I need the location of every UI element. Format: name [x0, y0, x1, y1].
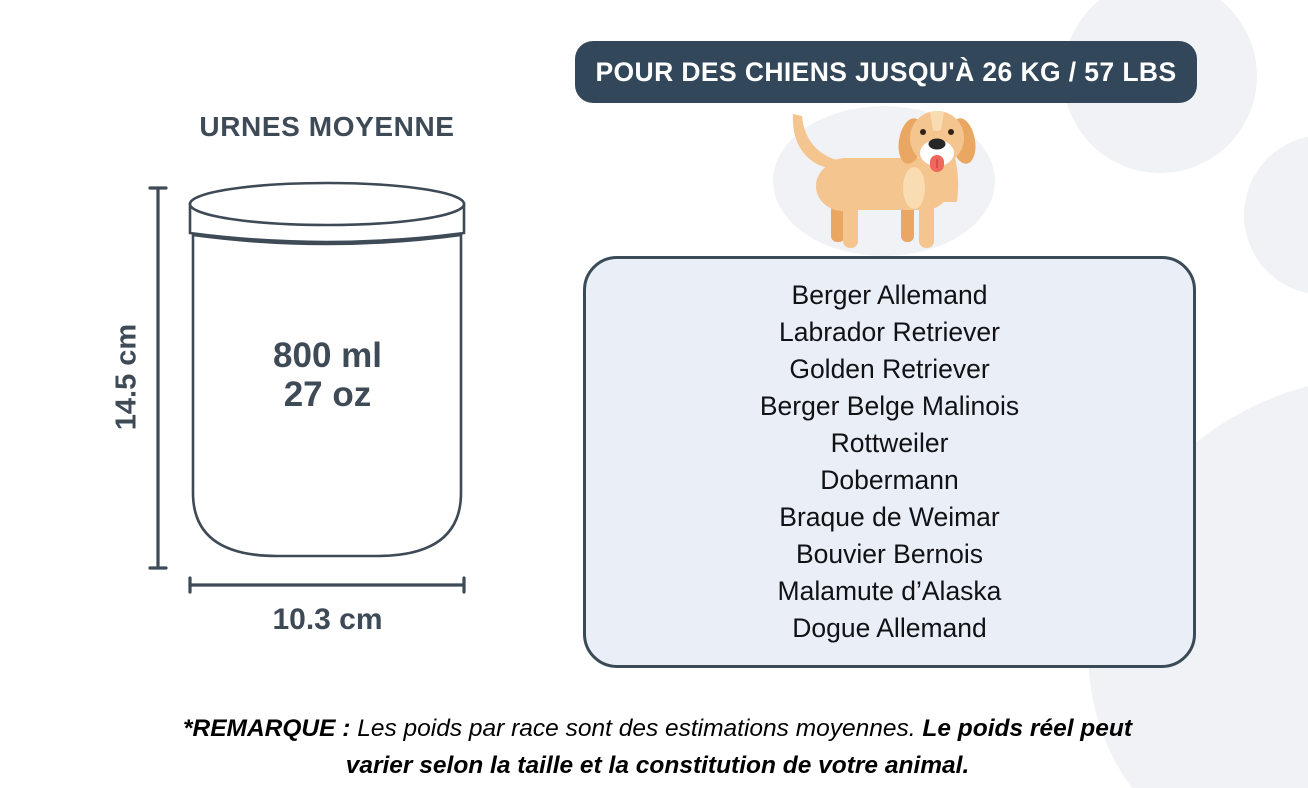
- breed-list-item: Dobermann: [820, 465, 959, 495]
- urn-lid-top: [188, 181, 466, 227]
- breed-list-box: Berger Allemand Labrador Retriever Golde…: [583, 256, 1196, 668]
- breed-list-item: Bouvier Bernois: [795, 539, 984, 569]
- urn-body: [191, 233, 463, 558]
- breed-list-item: Braque de Weimar: [779, 502, 1000, 532]
- disclaimer-emphasis: Le poids réel peut varier selon la taill…: [345, 714, 1133, 779]
- breed-list-item: Golden Retriever: [789, 354, 990, 384]
- height-measure-line: [148, 186, 168, 570]
- urn-diagram-icon: [148, 181, 466, 594]
- breed-list-item: Dogue Allemand: [792, 613, 987, 643]
- urn-capacity-label: 800 ml 27 oz: [190, 336, 465, 414]
- golden-retriever-icon: [792, 111, 976, 248]
- urn-height-label: 14.5 cm: [110, 323, 143, 431]
- urn-capacity-ml: 800 ml: [273, 336, 382, 375]
- urn-size-title: URNES MOYENNE: [199, 111, 455, 142]
- breed-list-item: Malamute d’Alaska: [777, 576, 1002, 606]
- breed-list-item: Rottweiler: [830, 428, 949, 458]
- breed-list-item: Berger Belge Malinois: [759, 391, 1020, 421]
- urn-capacity-oz: 27 oz: [283, 375, 372, 414]
- disclaimer-note: *REMARQUE : Les poids par race sont des …: [170, 710, 1145, 784]
- breed-list-item: Berger Allemand: [791, 280, 988, 310]
- disclaimer-prefix: *REMARQUE :: [182, 714, 351, 742]
- urn-diameter-label: 10.3 cm: [272, 603, 383, 636]
- breed-list-item: Labrador Retriever: [779, 317, 1000, 347]
- weight-limit-badge-label: POUR DES CHIENS JUSQU'À 26 KG / 57 LBS: [595, 56, 1177, 87]
- weight-limit-badge: POUR DES CHIENS JUSQU'À 26 KG / 57 LBS: [575, 41, 1197, 103]
- disclaimer-body: Les poids par race sont des estimations …: [357, 714, 916, 742]
- width-measure-line: [188, 576, 466, 594]
